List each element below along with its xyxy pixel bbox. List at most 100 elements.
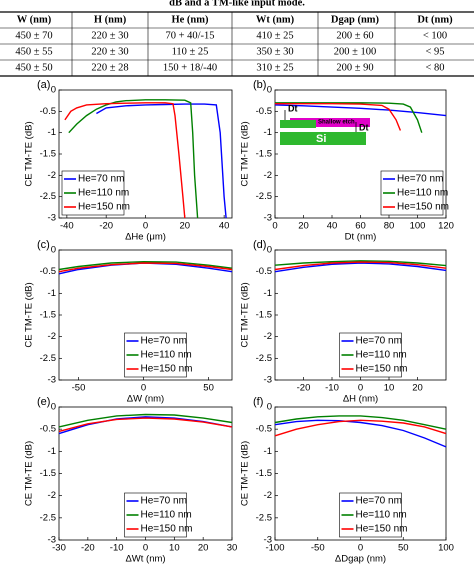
y-tick-label: -2.5 <box>256 512 272 523</box>
y-tick-label: -2 <box>264 490 272 501</box>
x-tick-label: 40 <box>327 221 338 232</box>
y-tick-label: -2 <box>264 170 272 181</box>
x-tick-label: -50 <box>311 543 325 554</box>
y-tick-label: -1 <box>264 446 272 457</box>
x-tick-label: 20 <box>198 543 209 554</box>
inset-core <box>280 120 316 128</box>
legend-label: He=110 nm <box>78 188 129 199</box>
series-line <box>275 102 423 133</box>
table-cell: 450 ± 55 <box>15 46 52 57</box>
legend-label: He=70 nm <box>397 174 443 185</box>
legend-label: He=150 nm <box>78 202 130 213</box>
series-line <box>58 417 233 433</box>
y-tick-label: -1.5 <box>40 149 56 160</box>
series-line <box>58 413 233 428</box>
table-cell: < 80 <box>425 62 444 73</box>
panel-label: (c) <box>37 239 50 251</box>
y-tick-label: -1 <box>264 288 272 299</box>
x-tick-label: -40 <box>60 221 74 232</box>
table-cell: 350 ± 30 <box>256 46 293 57</box>
x-axis-label: ΔWt (nm) <box>125 554 165 565</box>
legend-label: He=70 nm <box>356 336 402 347</box>
series-line <box>275 103 402 131</box>
y-tick-label: -2.5 <box>40 191 56 202</box>
legend-label: He=110 nm <box>397 188 448 199</box>
table-cell: 200 ± 60 <box>336 30 373 41</box>
panel-label: (a) <box>37 79 50 91</box>
y-tick-label: -2 <box>48 331 56 342</box>
x-tick-label: 50 <box>203 383 214 394</box>
x-axis-label: Dt (nm) <box>345 232 377 243</box>
series-line <box>274 262 447 273</box>
legend-label: He=70 nm <box>141 496 187 507</box>
legend-label: He=110 nm <box>141 350 192 361</box>
y-axis-label: CE TM-TE (dB) <box>240 121 251 186</box>
series-line <box>68 99 199 219</box>
y-tick-label: -1 <box>48 288 56 299</box>
x-tick-label: 0 <box>272 221 277 232</box>
y-tick-label: 0 <box>267 402 272 413</box>
table-header: H (nm) <box>94 14 127 25</box>
y-tick-label: -2 <box>48 490 56 501</box>
y-tick-label: -1.5 <box>256 310 272 321</box>
y-tick-label: -0.5 <box>256 424 272 435</box>
y-tick-label: -3 <box>48 535 56 546</box>
x-tick-label: -100 <box>265 543 284 554</box>
y-tick-label: 0 <box>267 245 272 256</box>
inset-label: Dt <box>288 103 298 113</box>
legend-label: He=110 nm <box>356 350 407 361</box>
x-tick-label: 40 <box>219 221 230 232</box>
x-tick-label: -10 <box>325 383 339 394</box>
x-tick-label: 120 <box>438 221 454 232</box>
table-cell: < 95 <box>425 46 444 57</box>
table-cell: 410 ± 25 <box>256 30 293 41</box>
table-cell: 450 ± 70 <box>15 30 52 41</box>
y-axis-label: CE TM-TE (dB) <box>240 441 251 506</box>
x-tick-label: 50 <box>398 543 409 554</box>
y-axis-label: CE TM-TE (dB) <box>24 121 35 186</box>
y-tick-label: 0 <box>51 85 56 96</box>
legend-label: He=150 nm <box>356 364 408 375</box>
x-tick-label: -20 <box>297 383 311 394</box>
x-tick-label: 0 <box>143 543 148 554</box>
caption: dB and a TM-like input mode. <box>169 0 305 8</box>
panel-label: (f) <box>253 396 263 408</box>
legend-label: He=150 nm <box>356 524 408 535</box>
series-line <box>96 103 227 219</box>
y-tick-label: -0.5 <box>256 266 272 277</box>
legend-label: He=70 nm <box>78 174 124 185</box>
y-tick-label: -3 <box>48 213 56 224</box>
x-tick-label: 10 <box>384 383 395 394</box>
series-line <box>274 419 447 448</box>
table-cell: 220 ± 30 <box>91 30 128 41</box>
legend-label: He=150 nm <box>397 202 449 213</box>
y-axis-label: CE TM-TE (dB) <box>24 282 35 347</box>
x-tick-label: -20 <box>99 221 113 232</box>
table-cell: 200 ± 90 <box>336 62 373 73</box>
x-tick-label: 10 <box>169 543 180 554</box>
y-tick-label: -0.5 <box>40 424 56 435</box>
series-line <box>274 104 447 117</box>
y-tick-label: -3 <box>264 375 272 386</box>
x-tick-label: -10 <box>110 543 124 554</box>
y-tick-label: -1 <box>48 446 56 457</box>
table-header: He (nm) <box>171 14 209 25</box>
table-header: Wt (nm) <box>256 14 295 25</box>
y-tick-label: -2.5 <box>40 512 56 523</box>
legend-label: He=150 nm <box>141 524 193 535</box>
x-axis-label: ΔDgap (nm) <box>335 554 386 565</box>
x-axis-label: ΔH (nm) <box>343 394 378 405</box>
x-axis-label: ΔW (nm) <box>127 394 164 405</box>
series-line <box>274 260 447 267</box>
y-tick-label: -3 <box>264 535 272 546</box>
x-tick-label: 100 <box>438 543 454 554</box>
y-tick-label: -1.5 <box>256 468 272 479</box>
x-tick-label: 20 <box>180 221 191 232</box>
x-tick-label: 0 <box>141 383 146 394</box>
inset-label: Dt <box>359 122 369 132</box>
x-tick-label: 80 <box>384 221 395 232</box>
table-cell: 450 ± 50 <box>15 62 52 73</box>
legend-label: He=150 nm <box>141 364 193 375</box>
panel-label: (b) <box>253 79 266 91</box>
x-tick-label: -50 <box>72 383 86 394</box>
